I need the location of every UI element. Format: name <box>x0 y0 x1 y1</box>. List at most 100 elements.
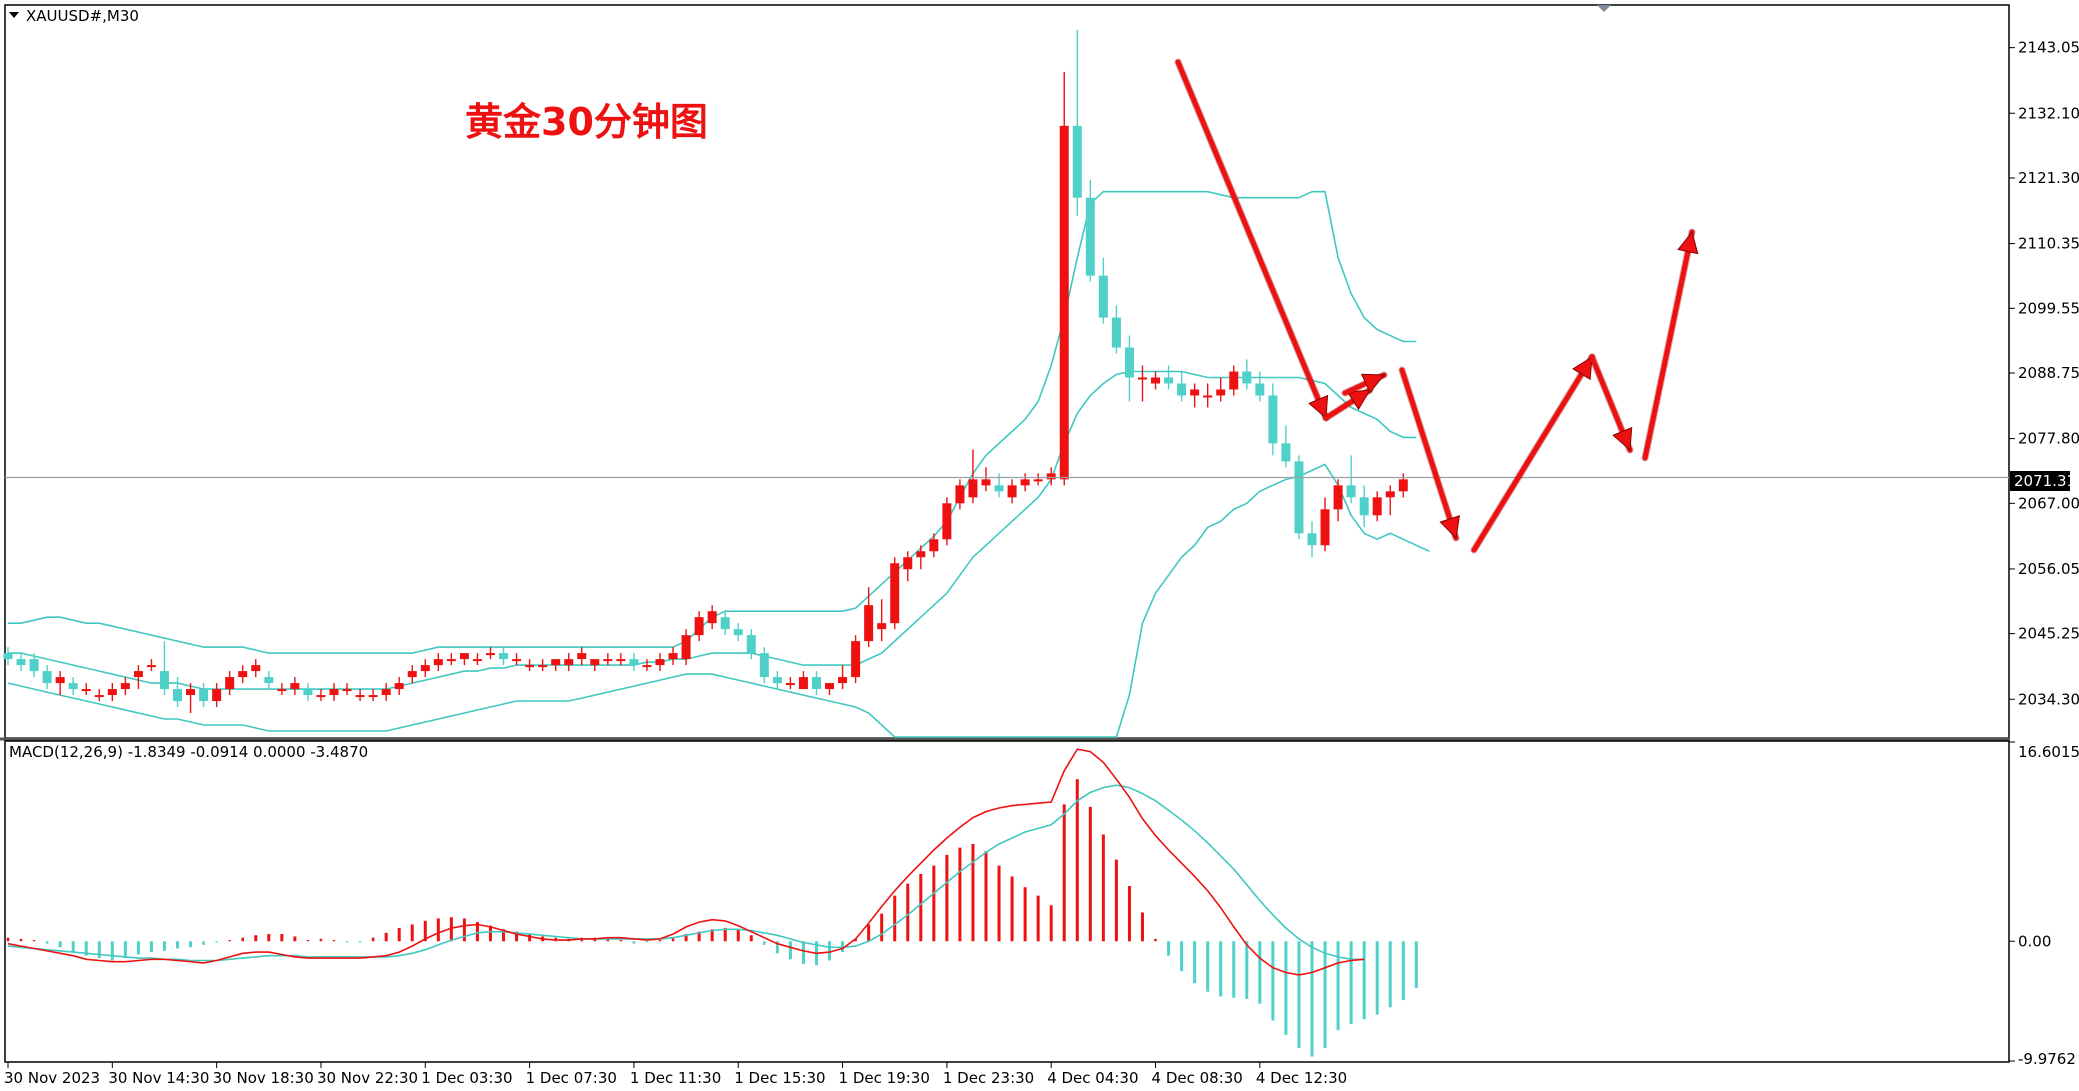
candle <box>655 653 665 672</box>
candle <box>903 551 913 582</box>
candle <box>1177 371 1187 402</box>
candle <box>368 689 378 702</box>
candle <box>55 671 65 696</box>
price-tick-label: 2077.80 <box>2018 430 2079 448</box>
macd-axis: 16.6015 0.00 -9.9762 <box>2009 741 2079 1068</box>
candle <box>1137 365 1147 402</box>
candle <box>1124 335 1134 402</box>
macd-main-line <box>7 748 1365 976</box>
price-tick-label: 2143.05 <box>2018 39 2079 57</box>
candle <box>1020 473 1030 492</box>
macd-tick-label: -9.9762 <box>2018 1050 2076 1068</box>
candle <box>1164 365 1174 390</box>
candle <box>472 653 482 666</box>
candle <box>811 671 821 696</box>
trend-arrow <box>1174 58 1330 422</box>
candle <box>629 653 639 672</box>
candle <box>642 659 652 672</box>
candle <box>720 611 730 636</box>
macd-tick-label: 16.6015 <box>2018 743 2079 761</box>
candle <box>433 653 443 672</box>
candle <box>1151 371 1161 390</box>
chart-shift-marker[interactable] <box>1597 5 1611 12</box>
candle <box>798 671 808 690</box>
candle <box>212 683 222 708</box>
candle <box>133 665 143 690</box>
time-tick-label: 4 Dec 12:30 <box>1256 1069 1347 1087</box>
candle <box>264 671 274 690</box>
current-price-label: 2071.31 <box>2014 472 2076 490</box>
candle <box>785 677 795 690</box>
chart-annotation: 黄金30分钟图 <box>465 100 708 144</box>
candle <box>681 629 691 666</box>
candle <box>1111 305 1121 354</box>
candle <box>759 647 769 684</box>
trend-arrow <box>1470 353 1596 554</box>
candle <box>929 533 939 558</box>
candle <box>1085 179 1095 282</box>
candle <box>120 677 130 696</box>
candle <box>551 659 561 672</box>
candle <box>459 653 469 666</box>
candle <box>733 623 743 642</box>
candle <box>407 665 417 684</box>
candle <box>942 497 952 546</box>
time-tick-label: 1 Dec 11:30 <box>630 1069 721 1087</box>
candle <box>29 653 39 678</box>
time-axis: 30 Nov 2023 30 Nov 14:30 30 Nov 18:30 30 No… <box>4 1062 1347 1087</box>
candle <box>381 683 391 702</box>
candle <box>1242 359 1252 390</box>
macd-signal-line <box>7 784 1365 962</box>
time-tick-label: 1 Dec 07:30 <box>526 1069 617 1087</box>
price-tick-label: 2088.75 <box>2018 364 2079 382</box>
candle <box>238 665 248 684</box>
time-tick-label: 4 Dec 08:30 <box>1152 1069 1243 1087</box>
candle <box>394 677 404 696</box>
candle <box>1294 455 1304 540</box>
candle <box>1190 383 1200 408</box>
candle <box>1385 485 1395 516</box>
time-tick-label: 4 Dec 04:30 <box>1047 1069 1138 1087</box>
price-tick-label: 2121.30 <box>2018 169 2079 187</box>
candle <box>668 647 678 666</box>
candle <box>890 557 900 630</box>
candle <box>1372 491 1382 522</box>
candle <box>1307 521 1317 558</box>
candle <box>1320 497 1330 552</box>
trend-arrow <box>1322 386 1374 422</box>
time-tick-label: 30 Nov 14:30 <box>108 1069 209 1087</box>
candle <box>1268 383 1278 456</box>
candle <box>199 683 209 708</box>
candle <box>564 653 574 672</box>
time-tick-label: 30 Nov 18:30 <box>213 1069 314 1087</box>
symbol-menu-triangle-icon[interactable] <box>9 12 19 18</box>
candle <box>355 689 365 702</box>
candle <box>1059 71 1069 486</box>
candle <box>1216 377 1226 402</box>
candle <box>1255 371 1265 402</box>
trend-arrow <box>1588 353 1634 454</box>
candle <box>1359 485 1369 528</box>
candle <box>955 479 965 510</box>
macd-panel[interactable] <box>4 740 2010 1063</box>
macd-tick-label: 0.00 <box>2018 932 2051 950</box>
trend-arrow <box>1398 366 1461 542</box>
candle <box>1333 479 1343 522</box>
price-tick-label: 2132.10 <box>2018 104 2079 122</box>
candle <box>968 449 978 504</box>
candle <box>446 653 456 666</box>
symbol-title: XAUUSD#,M30 <box>26 7 139 25</box>
candle <box>1229 365 1239 396</box>
candle <box>1203 383 1213 408</box>
candle <box>342 683 352 696</box>
candle <box>277 683 287 696</box>
macd-title: MACD(12,26,9) -1.8349 -0.0914 0.0000 -3.… <box>9 743 368 761</box>
price-tick-label: 2067.00 <box>2018 494 2079 512</box>
candle <box>68 677 78 696</box>
candle <box>877 599 887 642</box>
candle <box>616 653 626 666</box>
candle <box>225 671 235 696</box>
time-tick-label: 1 Dec 23:30 <box>943 1069 1034 1087</box>
candle <box>851 635 861 684</box>
